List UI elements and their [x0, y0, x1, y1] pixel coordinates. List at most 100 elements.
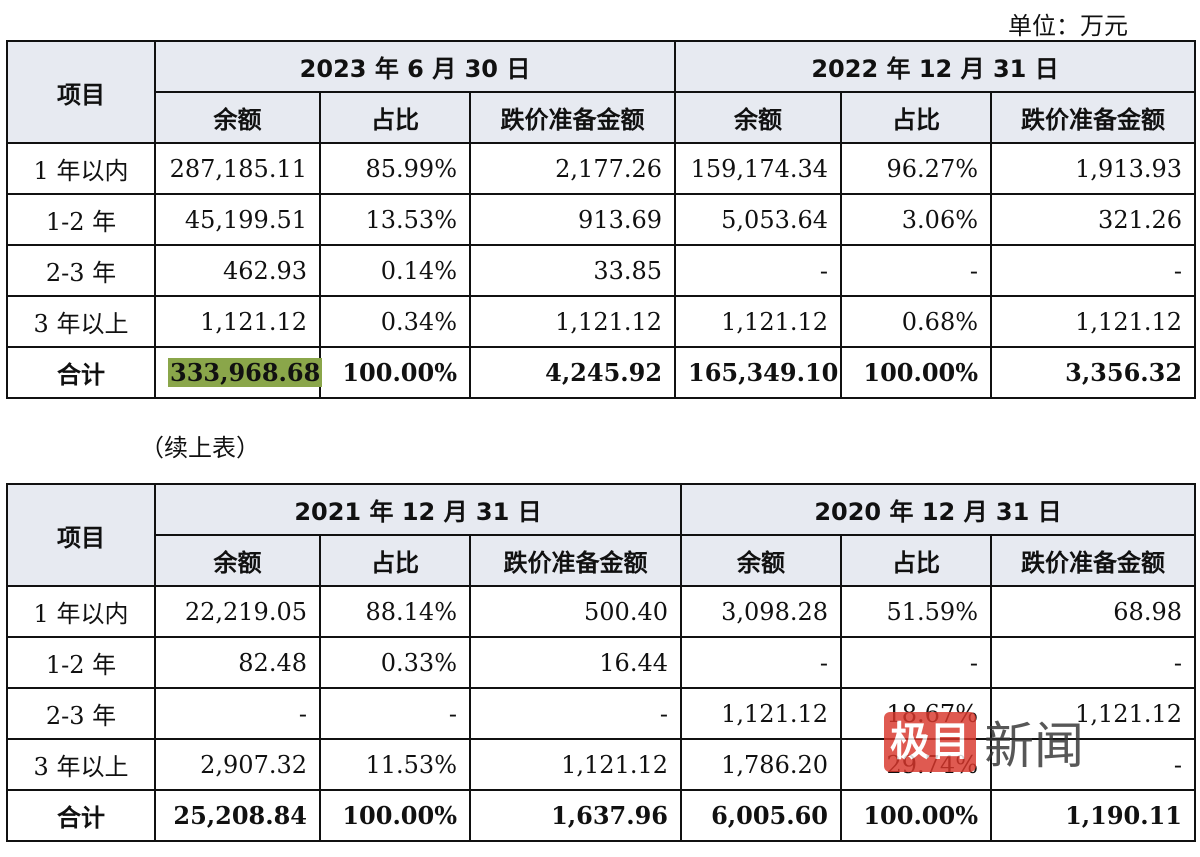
col-header-balance: 余额 [154, 91, 321, 144]
row-label: 1 年以内 [6, 585, 156, 638]
cell: 0.14% [319, 244, 471, 297]
cell: 165,349.10 [674, 346, 843, 399]
cell: 1,121.12 [680, 687, 842, 740]
cell: - [990, 244, 1197, 297]
header-item: 项目 [6, 483, 156, 587]
cell: 0.68% [840, 295, 993, 348]
total-row: 合计 25,208.84 100.00% 1,637.96 6,005.60 1… [6, 789, 1196, 842]
cell: 51.59% [840, 585, 992, 638]
period-header: 2022 年 12 月 31 日 [674, 40, 1197, 93]
col-header-balance: 余额 [674, 91, 843, 144]
cell: - [154, 687, 321, 740]
cell: 1,121.12 [469, 738, 682, 791]
watermark-text: 新闻 [984, 717, 1084, 775]
header-item: 项目 [6, 40, 156, 144]
col-header-balance: 余额 [154, 534, 321, 587]
cell: 5,053.64 [674, 193, 843, 246]
cell: - [990, 738, 1196, 791]
cell: 2,907.32 [154, 738, 321, 791]
cell: 1,121.12 [154, 295, 321, 348]
cell: 1,121.12 [990, 687, 1196, 740]
highlighted-value: 333,968.68 [168, 358, 323, 387]
cell: - [674, 244, 843, 297]
table-row: 2-3 年 - - - 1,121.12 18.67% 1,121.12 [6, 687, 1196, 740]
continuation-label: （续上表） [140, 434, 260, 462]
cell: - [990, 636, 1196, 689]
row-label: 1-2 年 [6, 193, 156, 246]
row-label: 1 年以内 [6, 142, 156, 195]
cell: 68.98 [990, 585, 1196, 638]
cell: 1,637.96 [469, 789, 682, 842]
cell: 0.33% [319, 636, 471, 689]
cell: 1,121.12 [674, 295, 843, 348]
table-row: 1 年以内 22,219.05 88.14% 500.40 3,098.28 5… [6, 585, 1196, 638]
cell: 3.06% [840, 193, 993, 246]
row-label: 3 年以上 [6, 295, 156, 348]
cell: 287,185.11 [154, 142, 321, 195]
cell: 159,174.34 [674, 142, 843, 195]
row-label: 1-2 年 [6, 636, 156, 689]
col-header-ratio: 占比 [319, 534, 471, 587]
table-row: 1-2 年 82.48 0.33% 16.44 - - - [6, 636, 1196, 689]
cell: 100.00% [840, 789, 992, 842]
total-row: 合计 333,968.68 100.00% 4,245.92 165,349.1… [6, 346, 1197, 399]
cell: 1,121.12 [990, 295, 1197, 348]
period-header: 2021 年 12 月 31 日 [154, 483, 682, 536]
cell: 1,121.12 [468, 295, 677, 348]
inventory-table-1: 项目 2023 年 6 月 30 日 2022 年 12 月 31 日 余额 占… [6, 40, 1197, 399]
row-label: 2-3 年 [6, 687, 156, 740]
row-label: 2-3 年 [6, 244, 156, 297]
cell: 11.53% [319, 738, 471, 791]
col-header-reserve: 跌价准备金额 [468, 91, 677, 144]
cell: 33.85 [468, 244, 677, 297]
unit-label: 单位：万元 [1008, 12, 1128, 40]
cell: 4,245.92 [468, 346, 677, 399]
cell: 3,356.32 [990, 346, 1197, 399]
inventory-table-2: 项目 2021 年 12 月 31 日 2020 年 12 月 31 日 余额 … [6, 483, 1196, 842]
cell: 462.93 [154, 244, 321, 297]
cell: 333,968.68 [154, 346, 323, 399]
row-label: 合计 [6, 789, 156, 842]
cell: 0.34% [319, 295, 471, 348]
table-row: 1 年以内 287,185.11 85.99% 2,177.26 159,174… [6, 142, 1197, 195]
cell: 45,199.51 [154, 193, 321, 246]
cell: - [840, 636, 992, 689]
cell: - [469, 687, 682, 740]
cell: - [319, 687, 471, 740]
cell: 16.44 [469, 636, 682, 689]
cell: 913.69 [468, 193, 677, 246]
cell: 1,913.93 [990, 142, 1197, 195]
table-row: 2-3 年 462.93 0.14% 33.85 - - - [6, 244, 1197, 297]
cell: 2,177.26 [468, 142, 677, 195]
cell: 88.14% [319, 585, 471, 638]
table-row: 1-2 年 45,199.51 13.53% 913.69 5,053.64 3… [6, 193, 1197, 246]
cell: 6,005.60 [680, 789, 842, 842]
cell: 100.00% [319, 789, 471, 842]
cell: 13.53% [319, 193, 471, 246]
col-header-ratio: 占比 [319, 91, 471, 144]
period-header: 2020 年 12 月 31 日 [680, 483, 1196, 536]
col-header-reserve: 跌价准备金额 [469, 534, 682, 587]
cell: 96.27% [840, 142, 993, 195]
cell: 22,219.05 [154, 585, 321, 638]
cell: 100.00% [840, 346, 993, 399]
col-header-reserve: 跌价准备金额 [990, 91, 1197, 144]
row-label: 3 年以上 [6, 738, 156, 791]
cell: 1,786.20 [680, 738, 842, 791]
cell: 321.26 [990, 193, 1197, 246]
cell: - [680, 636, 842, 689]
row-label: 合计 [6, 346, 156, 399]
period-header: 2023 年 6 月 30 日 [153, 40, 677, 93]
watermark-logo: 极目 新闻 [884, 706, 1084, 778]
col-header-reserve: 跌价准备金额 [990, 534, 1196, 587]
col-header-balance: 余额 [680, 534, 842, 587]
cell: 500.40 [469, 585, 682, 638]
watermark-badge: 极目 [884, 712, 976, 772]
col-header-ratio: 占比 [840, 91, 993, 144]
col-header-ratio: 占比 [840, 534, 992, 587]
cell: 3,098.28 [680, 585, 842, 638]
cell: 85.99% [319, 142, 471, 195]
cell: 1,190.11 [990, 789, 1196, 842]
table-row: 3 年以上 1,121.12 0.34% 1,121.12 1,121.12 0… [6, 295, 1197, 348]
cell: 25,208.84 [154, 789, 321, 842]
